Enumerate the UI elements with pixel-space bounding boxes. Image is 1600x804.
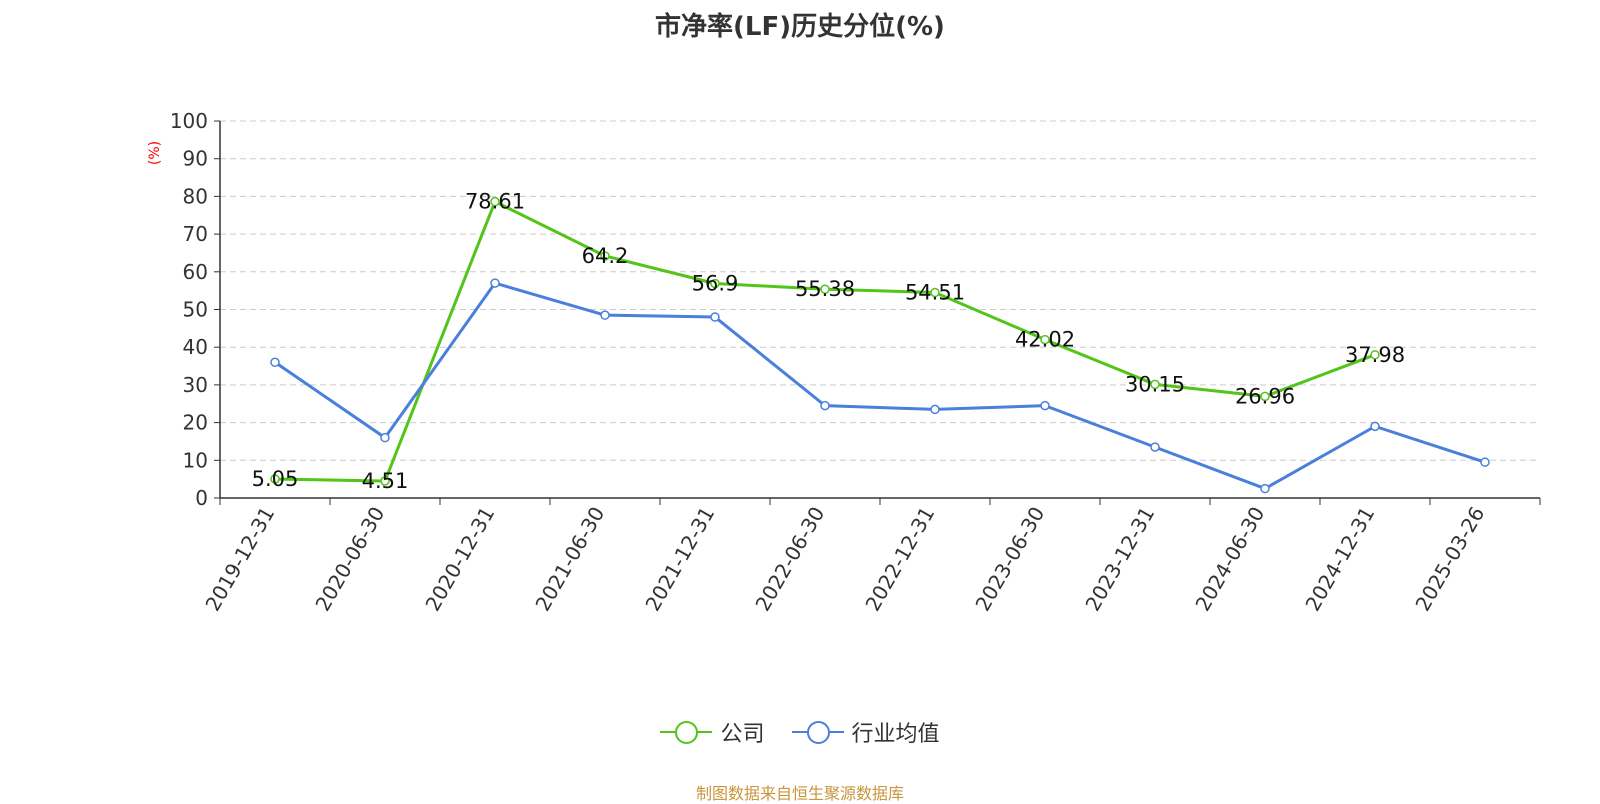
x-tick-label: 2023-06-30 [970, 503, 1049, 616]
data-label: 64.2 [582, 244, 629, 268]
x-tick-label: 2019-12-31 [200, 503, 279, 616]
data-label: 55.38 [795, 277, 855, 301]
data-label: 78.61 [465, 190, 525, 214]
data-point[interactable] [820, 400, 830, 411]
series-line [274, 281, 1486, 491]
y-axis-label: (%) [147, 141, 163, 165]
y-tick-label: 50 [183, 298, 208, 322]
legend-label-industry-average: 行业均值 [851, 722, 940, 747]
data-point[interactable] [600, 251, 610, 261]
series [270, 196, 1490, 494]
data-label: 26.96 [1235, 384, 1295, 408]
legend-item-industry-average[interactable]: 行业均值 [791, 716, 940, 748]
legend-label-company: 公司 [720, 722, 765, 747]
y-tick-label: 100 [170, 109, 208, 133]
x-tick-label: 2023-12-31 [1080, 503, 1159, 616]
series-line [274, 200, 1376, 483]
data-point[interactable] [1150, 379, 1160, 390]
legend: 公司 行业均值 [0, 716, 1600, 750]
axes: 0 10 20 30 40 50 60 70 80 90 100 2019-12-31 2020-06-… [170, 109, 1541, 616]
data-label: 42.02 [1015, 328, 1075, 352]
data-label: 37.98 [1345, 343, 1405, 367]
x-tick-label: 2024-06-30 [1190, 503, 1269, 616]
y-tick-label: 0 [195, 486, 208, 510]
data-point[interactable] [1040, 334, 1050, 345]
data-label: 5.05 [252, 467, 299, 491]
y-tick-label: 30 [183, 373, 208, 397]
data-point[interactable] [380, 476, 390, 486]
data-point[interactable] [600, 310, 610, 320]
data-point[interactable] [1260, 483, 1270, 494]
data-point[interactable] [1260, 391, 1270, 402]
data-source-note: 制图数据来自恒生聚源数据库 [695, 784, 904, 803]
data-label: 4.51 [362, 469, 409, 493]
y-tick-label: 80 [183, 184, 208, 208]
data-point[interactable] [930, 404, 940, 415]
x-tick-label: 2024-12-31 [1300, 503, 1379, 616]
x-tick-label: 2021-12-31 [640, 503, 719, 616]
data-point[interactable] [270, 474, 280, 484]
x-tick-label: 2020-06-30 [310, 503, 389, 616]
data-point[interactable] [1150, 442, 1160, 452]
y-tick-label: 20 [183, 411, 208, 435]
data-point[interactable] [490, 278, 500, 288]
data-point[interactable] [930, 287, 940, 298]
data-point[interactable] [490, 196, 500, 207]
legend-marker-company [660, 720, 713, 744]
data-label: 54.51 [905, 280, 965, 304]
x-tick-label: 2020-12-31 [420, 503, 499, 616]
data-label: 56.9 [692, 271, 739, 295]
chart-plot: 0 10 20 30 40 50 60 70 80 90 100 2019-12-31 2020-06-… [147, 109, 1541, 616]
data-labels: 5.05 4.51 78.61 64.2 56.9 55.38 54.51 42.02 30.1… [252, 190, 1405, 493]
y-tick-label: 70 [183, 222, 208, 246]
x-tick-label: 2022-06-30 [750, 503, 829, 616]
data-point[interactable] [710, 312, 720, 322]
y-tick-label: 10 [183, 448, 208, 472]
legend-marker-industry-average [791, 720, 844, 744]
grid-lines [220, 120, 1540, 461]
y-tick-label: 60 [183, 260, 208, 284]
legend-item-company[interactable]: 公司 [660, 716, 765, 748]
y-tick-label: 90 [183, 147, 208, 171]
x-tick-label: 2025-03-26 [1410, 503, 1489, 616]
x-tick-label: 2022-12-31 [860, 503, 939, 616]
data-label: 30.15 [1125, 372, 1185, 396]
data-point[interactable] [270, 357, 280, 368]
chart-title: 市净率(LF)历史分位(%) [655, 12, 945, 42]
data-point[interactable] [380, 432, 390, 443]
data-point[interactable] [1480, 457, 1490, 467]
data-point[interactable] [1040, 400, 1050, 411]
y-tick-label: 40 [183, 335, 208, 359]
data-point[interactable] [1370, 421, 1380, 432]
x-tick-label: 2021-06-30 [530, 503, 609, 616]
data-point[interactable] [710, 278, 720, 289]
data-point[interactable] [820, 284, 830, 294]
data-point[interactable] [1370, 350, 1380, 360]
